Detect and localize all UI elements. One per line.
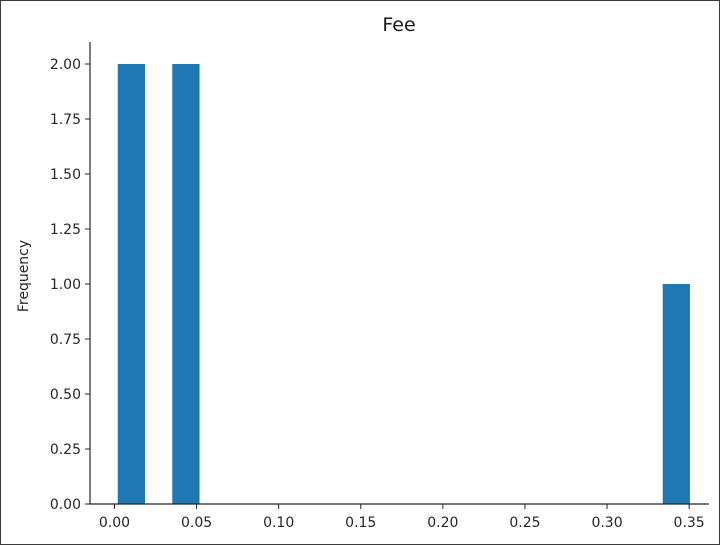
y-tick-label-4: 1.00 [50, 277, 81, 293]
x-tick-label-6: 0.30 [591, 515, 622, 531]
y-axis-ticks: 0.00 0.25 0.50 0.75 1.00 1.25 1.50 1.75 2.00 [50, 57, 90, 513]
y-tick-label-0: 0.00 [50, 497, 81, 513]
x-tick-label-7: 0.35 [674, 515, 705, 531]
x-tick-label-3: 0.15 [345, 515, 376, 531]
y-tick-label-3: 0.75 [50, 332, 81, 348]
y-axis-label: Frequency [16, 240, 32, 312]
y-tick-label-2: 0.50 [50, 387, 81, 403]
x-tick-label-2: 0.10 [263, 515, 294, 531]
chart-title: Fee [382, 14, 415, 36]
histogram-bar-0 [117, 64, 146, 504]
histogram-bar-1 [172, 64, 200, 504]
x-tick-label-1: 0.05 [181, 515, 212, 531]
histogram-bar-2 [662, 284, 690, 504]
y-tick-label-8: 2.00 [50, 57, 81, 73]
x-tick-label-0: 0.00 [99, 515, 130, 531]
x-tick-label-4: 0.20 [427, 515, 458, 531]
y-tick-label-6: 1.50 [50, 167, 81, 183]
bars-group [117, 64, 690, 504]
y-tick-label-7: 1.75 [50, 112, 81, 128]
x-tick-label-5: 0.25 [509, 515, 540, 531]
y-tick-label-5: 1.25 [50, 222, 81, 238]
y-tick-label-1: 0.25 [50, 442, 81, 458]
x-axis-ticks: 0.00 0.05 0.10 0.15 0.20 0.25 0.30 0.35 [99, 504, 705, 531]
